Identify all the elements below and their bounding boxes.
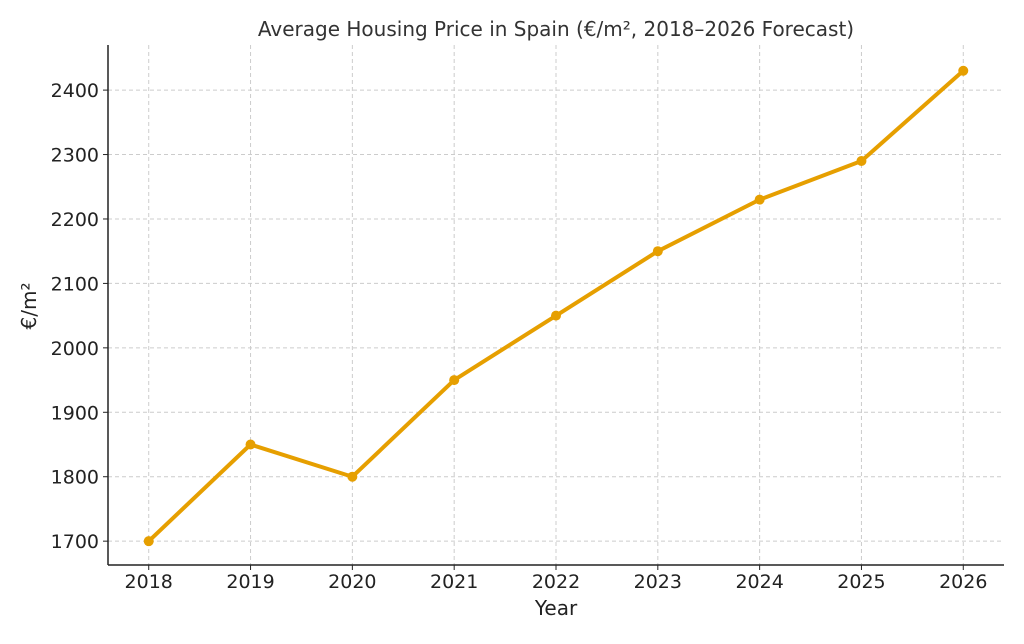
x-tick-label: 2018 xyxy=(125,571,173,593)
data-point-2023 xyxy=(652,246,663,257)
x-tick-label: 2020 xyxy=(328,571,376,593)
x-tick-label: 2026 xyxy=(939,571,987,593)
y-tick-label: 2300 xyxy=(51,145,99,167)
x-tick-label: 2021 xyxy=(430,571,478,593)
x-tick-label: 2024 xyxy=(735,571,783,593)
data-point-2022 xyxy=(551,310,561,321)
data-point-2018 xyxy=(143,536,154,547)
y-axis-label: €/m² xyxy=(17,283,41,330)
y-tick-label: 2400 xyxy=(51,80,99,102)
data-point-2021 xyxy=(449,375,460,386)
data-point-2020 xyxy=(347,471,358,482)
y-tick-label: 2000 xyxy=(51,338,99,360)
x-tick-label: 2023 xyxy=(634,571,682,593)
y-tick-label: 2200 xyxy=(51,209,99,231)
series xyxy=(143,65,969,547)
x-axis-ticks: 2018 2019 2020 2021 2022 2023 2024 2025 2026 xyxy=(125,565,987,593)
grid xyxy=(108,45,1004,565)
chart-title: Average Housing Price in Spain (€/m², 20… xyxy=(258,17,854,41)
y-tick-label: 1900 xyxy=(51,402,99,424)
y-axis-ticks: 1700 1800 1900 2000 2100 2200 2300 2400 xyxy=(51,80,108,553)
x-tick-label: 2025 xyxy=(837,571,885,593)
x-tick-label: 2022 xyxy=(532,571,580,593)
x-tick-label: 2019 xyxy=(226,571,274,593)
data-point-2025 xyxy=(856,155,867,166)
data-point-2026 xyxy=(958,65,969,76)
data-point-2024 xyxy=(754,194,765,205)
y-tick-label: 1700 xyxy=(51,531,99,553)
data-point-2019 xyxy=(245,439,256,450)
x-axis-label: Year xyxy=(534,596,578,620)
y-tick-label: 2100 xyxy=(51,273,99,295)
y-tick-label: 1800 xyxy=(51,467,99,489)
